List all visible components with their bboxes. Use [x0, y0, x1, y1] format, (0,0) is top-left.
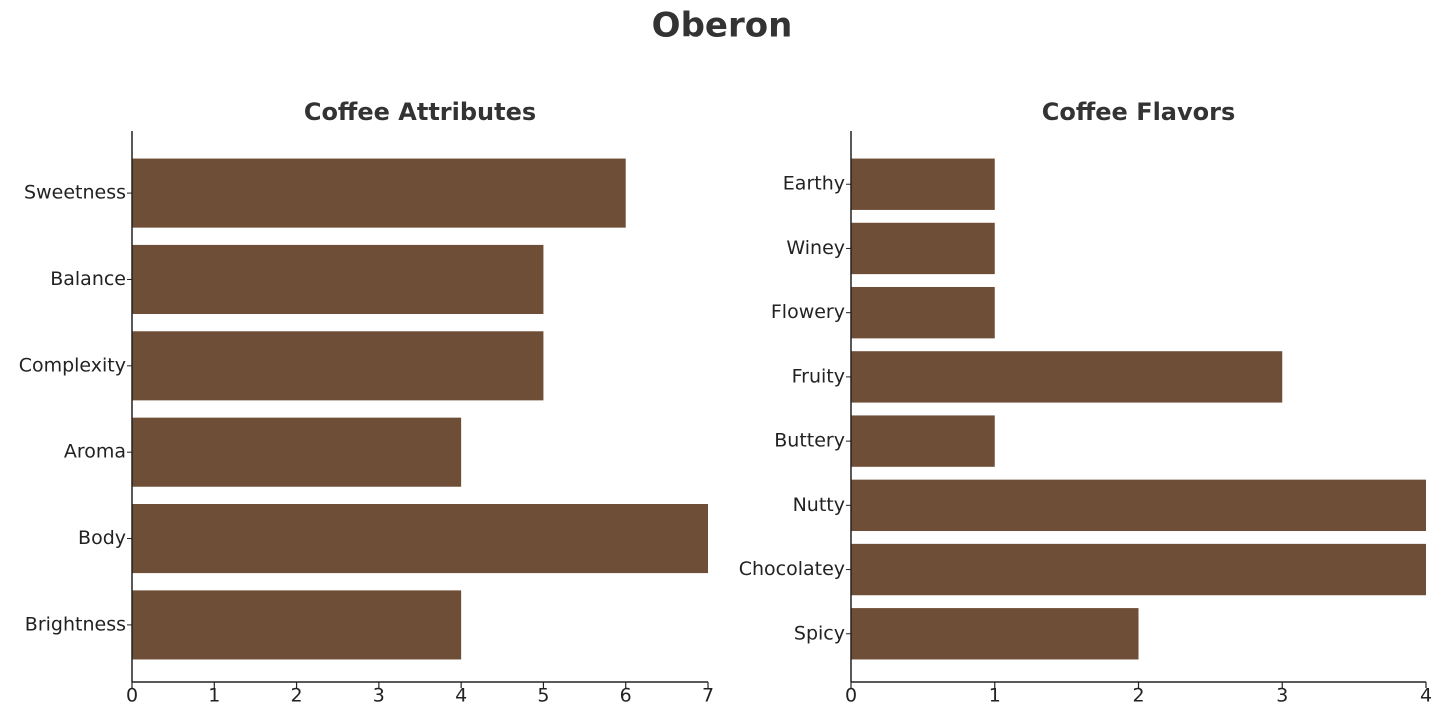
x-tick-label: 5: [537, 685, 549, 707]
bar: [132, 158, 626, 228]
y-tick-label: Flowery: [771, 301, 845, 323]
bar: [851, 158, 995, 210]
bar: [851, 415, 995, 467]
y-tick-label: Chocolatey: [739, 558, 845, 580]
x-tick-label: 0: [126, 685, 138, 707]
bar: [132, 504, 708, 574]
x-tick-label: 6: [620, 685, 632, 707]
bar: [132, 590, 462, 660]
x-tick-label: 1: [208, 685, 220, 707]
bar: [851, 479, 1426, 532]
x-tick-label: 3: [373, 685, 385, 707]
x-tick-label: 0: [845, 685, 857, 707]
y-tick-label: Spicy: [794, 622, 845, 644]
bar: [851, 608, 1139, 660]
x-tick-label: 4: [455, 685, 467, 707]
bar: [132, 331, 544, 401]
bar: [851, 222, 995, 275]
y-tick-label: Buttery: [774, 430, 845, 452]
x-tick-label: 1: [989, 685, 1001, 707]
y-tick-label: Aroma: [64, 441, 126, 463]
y-tick-label: Complexity: [19, 354, 126, 376]
y-tick-label: Sweetness: [24, 182, 126, 204]
bar: [851, 286, 995, 339]
y-tick-label: Nutty: [793, 494, 845, 516]
x-tick-label: 7: [702, 685, 714, 707]
x-tick-label: 2: [291, 685, 303, 707]
x-tick-label: 4: [1420, 685, 1432, 707]
y-tick-label: Earthy: [783, 173, 845, 195]
subplot-title: Coffee Attributes: [304, 98, 536, 126]
x-tick-label: 3: [1276, 685, 1288, 707]
y-tick-label: Winey: [786, 237, 845, 259]
y-tick-label: Brightness: [25, 613, 126, 635]
figure-title: Oberon: [652, 6, 793, 46]
y-tick-label: Body: [78, 527, 126, 549]
bar: [851, 351, 1283, 403]
bar: [132, 417, 462, 487]
subplot-title: Coffee Flavors: [1042, 98, 1236, 126]
y-tick-label: Balance: [50, 268, 126, 290]
bar: [132, 244, 544, 315]
bar: [851, 543, 1426, 596]
x-tick-label: 2: [1132, 685, 1144, 707]
y-tick-label: Fruity: [792, 365, 845, 387]
